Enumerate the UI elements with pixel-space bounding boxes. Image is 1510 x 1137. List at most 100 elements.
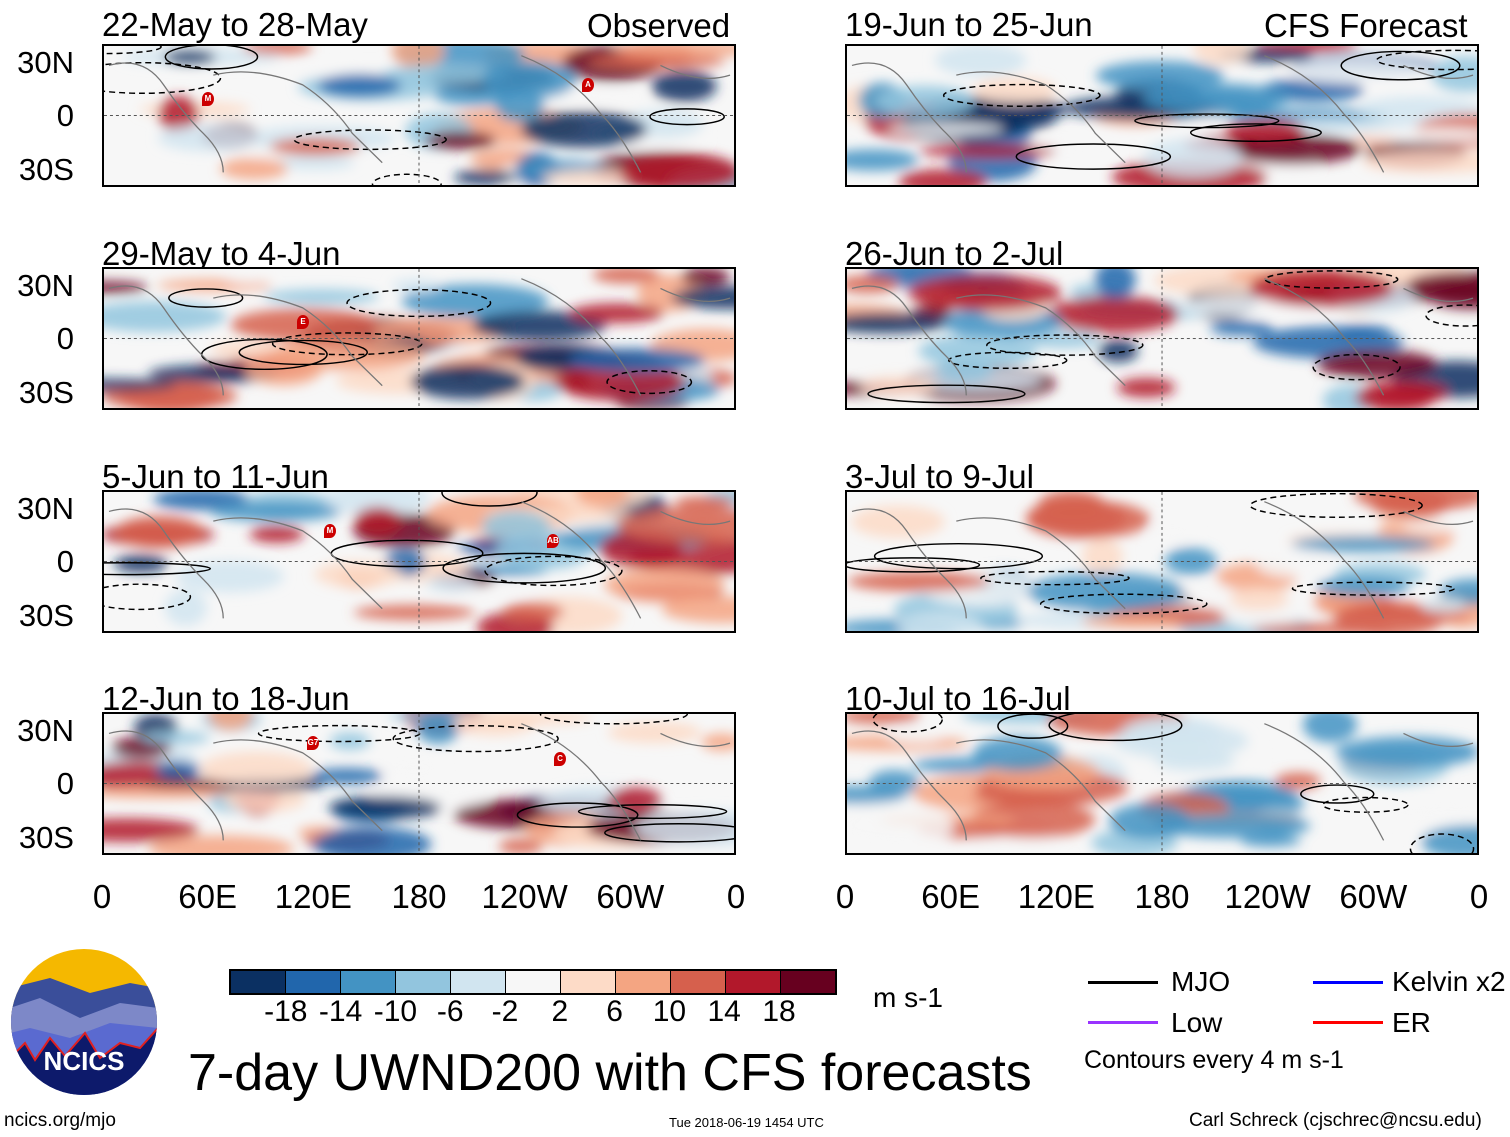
contour	[441, 492, 538, 507]
wind-anomaly-blob	[382, 64, 509, 84]
legend-label-mjo: MJO	[1171, 966, 1231, 997]
contour	[104, 61, 222, 95]
coastlines	[851, 501, 1474, 619]
wind-anomaly-blob	[1264, 118, 1422, 132]
wind-anomaly-blob	[472, 310, 607, 341]
lat-label: 30N	[17, 45, 74, 80]
coastlines	[851, 723, 1474, 841]
ncics-logo: NCICS	[10, 948, 158, 1096]
wind-anomaly-blob	[575, 492, 629, 508]
wind-anomaly-blob	[310, 768, 384, 784]
wind-anomaly-blob	[918, 144, 1057, 158]
wind-anomaly-blob	[410, 364, 526, 400]
wind-anomaly-blob	[104, 378, 177, 392]
contour	[606, 370, 693, 395]
wind-anomaly-blob	[1302, 714, 1358, 743]
map-panel	[845, 712, 1479, 855]
wind-anomaly-blob	[1026, 572, 1184, 611]
wind-anomaly-blob	[1362, 150, 1477, 174]
wind-anomaly-blob	[104, 818, 200, 842]
wind-anomaly-blob	[847, 806, 954, 845]
wind-anomaly-blob	[1430, 56, 1477, 92]
wind-anomaly-blob	[1370, 802, 1477, 822]
wind-anomaly-blob	[875, 85, 976, 118]
wave-marker: A	[582, 78, 594, 92]
figure-title: 7-day UWND200 with CFS forecasts	[188, 1044, 1032, 1102]
wind-anomaly-blob	[541, 169, 639, 185]
wind-anomaly-blob	[521, 111, 648, 148]
wind-anomaly-blob	[568, 348, 706, 373]
contour	[1322, 796, 1409, 813]
wind-anomaly-blob	[164, 589, 207, 627]
contour	[1340, 50, 1461, 81]
wind-anomaly-blob	[1252, 623, 1394, 631]
wind-anomaly-blob	[249, 525, 304, 543]
wind-anomaly-blob	[328, 796, 442, 820]
wind-anomaly-blob	[1420, 597, 1467, 614]
wind-anomaly-blob	[1370, 492, 1451, 519]
wind-anomaly-blob	[592, 269, 660, 284]
wind-anomaly-blob	[1155, 751, 1236, 771]
wind-anomaly-blob	[608, 721, 702, 744]
contour	[873, 542, 1044, 570]
lat-label: 30S	[18, 152, 74, 187]
wind-anomaly-blob	[322, 492, 431, 516]
coastlines	[851, 55, 1474, 173]
map-panel	[845, 44, 1479, 187]
wind-anomaly-blob	[918, 334, 1037, 368]
contour	[577, 803, 728, 820]
wind-anomaly-blob	[1150, 520, 1195, 544]
wind-anomaly-blob	[199, 751, 313, 787]
wind-anomaly-blob	[502, 602, 564, 622]
wind-anomaly-blob	[1154, 813, 1311, 839]
colorbar-label: 2	[551, 995, 569, 1028]
wind-anomaly-blob	[1226, 119, 1305, 143]
contour	[604, 823, 734, 843]
wave-marker: E	[297, 315, 309, 329]
wind-anomaly-blob	[391, 46, 445, 69]
contour	[104, 46, 162, 55]
wind-anomaly-blob	[1081, 538, 1123, 575]
contour	[1039, 593, 1208, 615]
contour	[539, 714, 689, 725]
panel-title: 26-Jun to 2-Jul	[845, 235, 1064, 272]
contour	[942, 83, 1101, 107]
wind-anomaly-blob	[1291, 536, 1436, 553]
contour	[442, 552, 607, 584]
colorbar-label: -14	[318, 995, 363, 1028]
wind-anomaly-blob	[1335, 736, 1477, 768]
footer-url[interactable]: ncics.org/mjo	[4, 1110, 116, 1131]
colorbar-swatch	[451, 971, 506, 993]
wind-anomaly-blob	[104, 281, 149, 294]
lat-label: 30N	[17, 268, 74, 303]
colorbar-units: m s-1	[873, 982, 943, 1013]
contour	[1300, 784, 1375, 804]
colorbar-label: 10	[652, 995, 687, 1028]
contour	[516, 802, 639, 828]
map-panel	[102, 712, 736, 855]
wind-anomaly-blob	[113, 554, 168, 573]
wind-anomaly-blob	[847, 275, 899, 294]
wind-anomaly-blob	[847, 149, 919, 171]
wind-anomaly-blob	[317, 73, 402, 98]
wind-anomaly-blob	[453, 169, 517, 185]
wind-anomaly-blob	[633, 810, 734, 846]
wind-anomaly-blob	[353, 506, 402, 536]
contour	[1409, 833, 1475, 853]
wind-anomaly-blob	[701, 733, 734, 751]
map-panel	[102, 44, 736, 187]
colorbar-swatch	[781, 971, 835, 993]
wind-anomaly-blob	[898, 169, 988, 185]
wind-anomaly-blob	[847, 313, 948, 334]
wind-anomaly-blob	[681, 269, 730, 287]
wave-marker: AB	[547, 534, 559, 548]
wind-anomaly-blob	[275, 154, 355, 171]
legend-line-mjo	[1088, 981, 1158, 984]
wind-anomaly-blob	[242, 46, 313, 55]
wind-anomaly-blob	[224, 269, 270, 284]
legend-line-er	[1313, 1021, 1383, 1024]
wind-anomaly-blob	[936, 358, 993, 384]
colorbar-label: -2	[491, 995, 519, 1028]
footer-credit: Carl Schreck (cjschrec@ncsu.edu)	[1189, 1110, 1482, 1131]
lat-label: 0	[56, 544, 74, 579]
